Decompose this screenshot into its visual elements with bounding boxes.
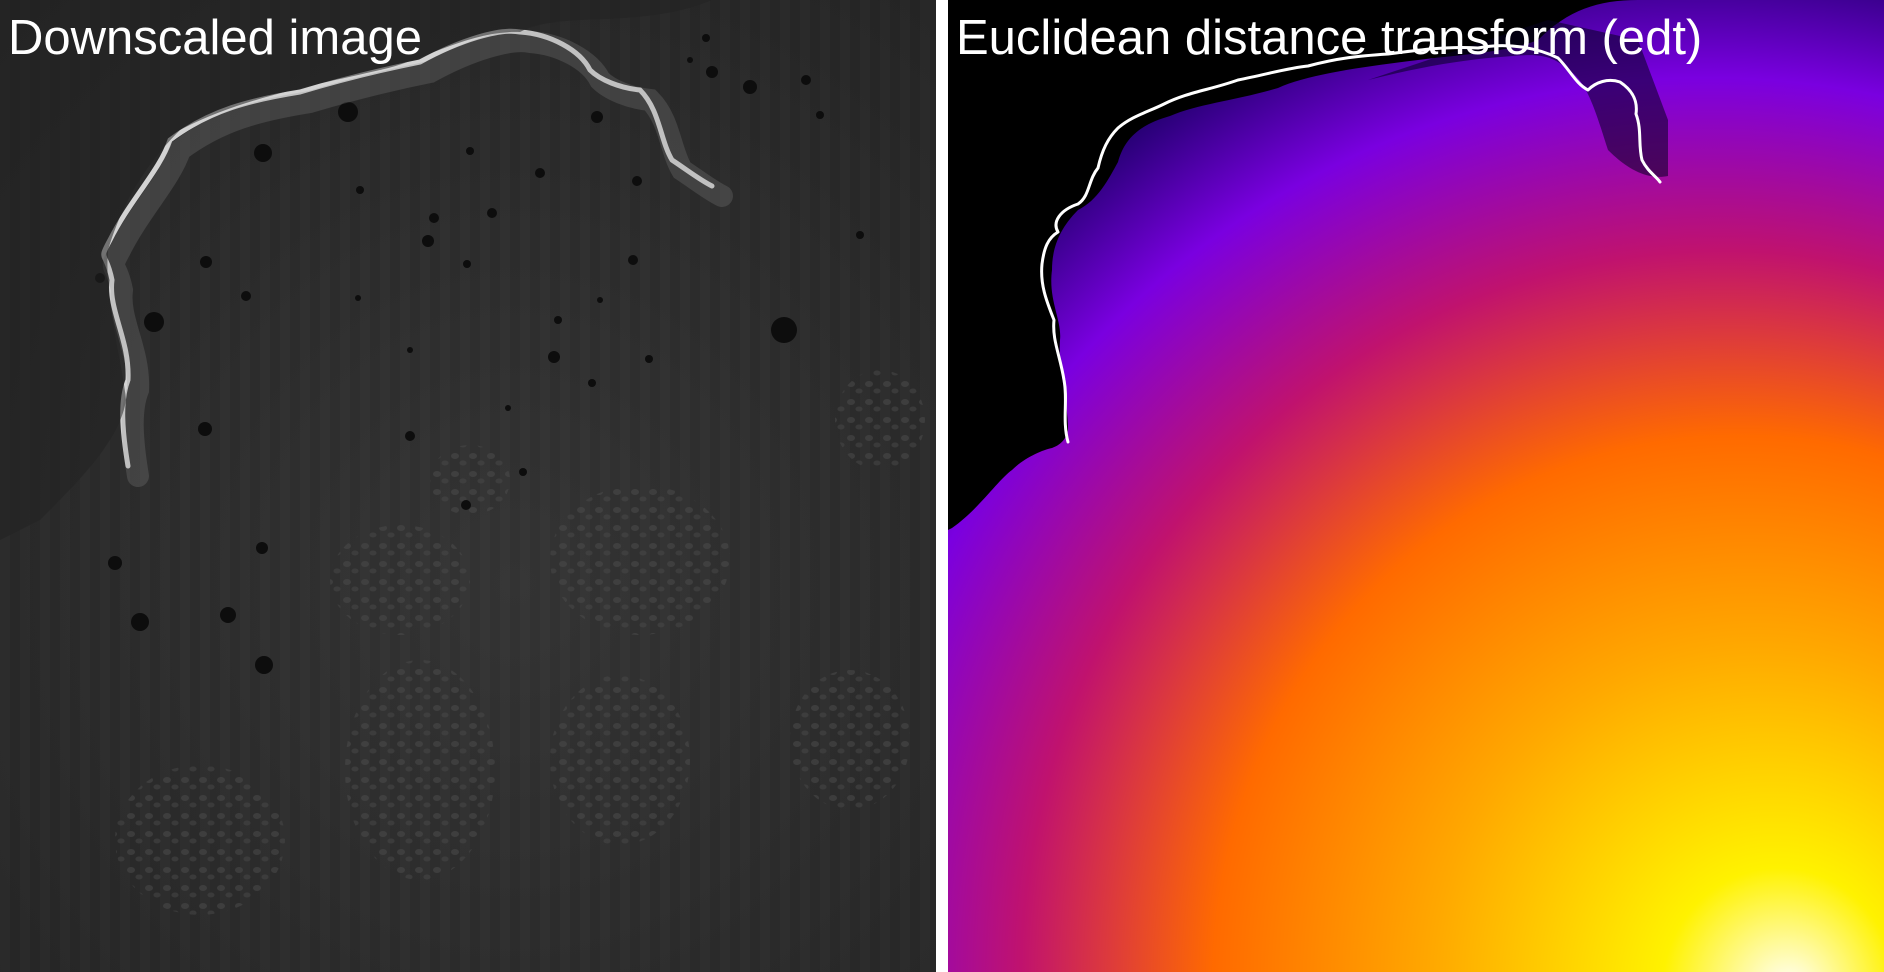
edt-heatmap [948, 0, 1884, 972]
edt-panel: Euclidean distance transform (edt) [948, 0, 1884, 972]
epidermis-border [101, 28, 715, 469]
panel-title-edt: Euclidean distance transform (edt) [956, 11, 1703, 65]
tissue-contour [1040, 44, 1662, 444]
panel-title-downscaled: Downscaled image [8, 11, 422, 65]
lobule [550, 675, 690, 845]
lobule [345, 660, 495, 880]
lobule [790, 670, 910, 810]
lobule [550, 485, 730, 635]
downscaled-image [0, 0, 936, 972]
masked-region [948, 0, 1638, 530]
lobule [430, 445, 510, 515]
holes [95, 34, 864, 674]
lobule [835, 370, 925, 470]
downscaled-image-panel: Downscaled image [0, 0, 936, 972]
lobule [115, 765, 285, 915]
lobule [330, 525, 470, 635]
